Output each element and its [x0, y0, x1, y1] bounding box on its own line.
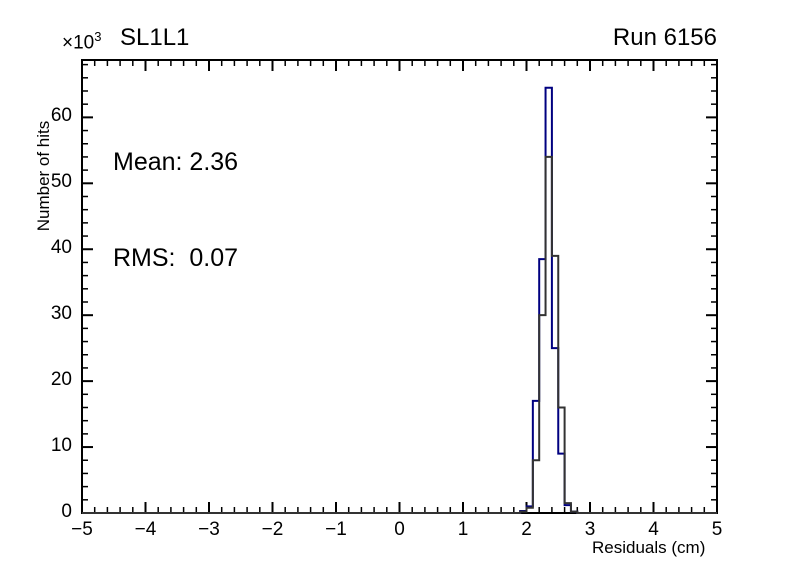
series-group — [82, 86, 717, 514]
series-histogram-blue — [82, 86, 717, 514]
y-tick-label: 60 — [50, 105, 72, 127]
run-label: Run 6156 — [612, 24, 717, 51]
x-tick-label: −1 — [325, 519, 347, 540]
stats-box: Mean: 2.36 RMS: 0.07 — [113, 82, 238, 338]
axes-group — [81, 59, 718, 514]
x-tick-label: 4 — [648, 519, 659, 540]
x-tick-label: 5 — [711, 519, 723, 540]
plot-frame — [81, 59, 718, 514]
stats-rms: RMS: 0.07 — [113, 244, 239, 272]
stats-mean: Mean: 2.36 — [113, 148, 239, 176]
y-tick-label: 0 — [61, 501, 72, 522]
y-tick-label: 50 — [50, 171, 72, 193]
x-tick-label: −2 — [261, 519, 284, 540]
x-tick-label: −3 — [198, 519, 220, 540]
x-tick-label: −5 — [71, 519, 93, 540]
y-tick-label: 10 — [50, 435, 72, 457]
y-axis-multiplier-label: ×103 — [62, 29, 101, 54]
x-tick-label: 3 — [584, 519, 596, 540]
page-title: SL1L1 — [120, 24, 190, 51]
x-tick-label: 2 — [521, 519, 532, 540]
multiplier-mantissa: ×10 — [62, 32, 95, 54]
x-tick-label: −4 — [134, 519, 157, 540]
x-tick-label: 0 — [394, 519, 405, 540]
y-tick-label: 20 — [50, 369, 72, 391]
series-histogram-black — [82, 155, 717, 514]
y-tick-label: 40 — [50, 237, 72, 259]
y-tick-label: 30 — [50, 303, 72, 325]
multiplier-exponent: 3 — [94, 29, 102, 44]
x-axis-title: Residuals (cm) — [592, 538, 706, 557]
x-tick-label: 1 — [457, 519, 469, 540]
